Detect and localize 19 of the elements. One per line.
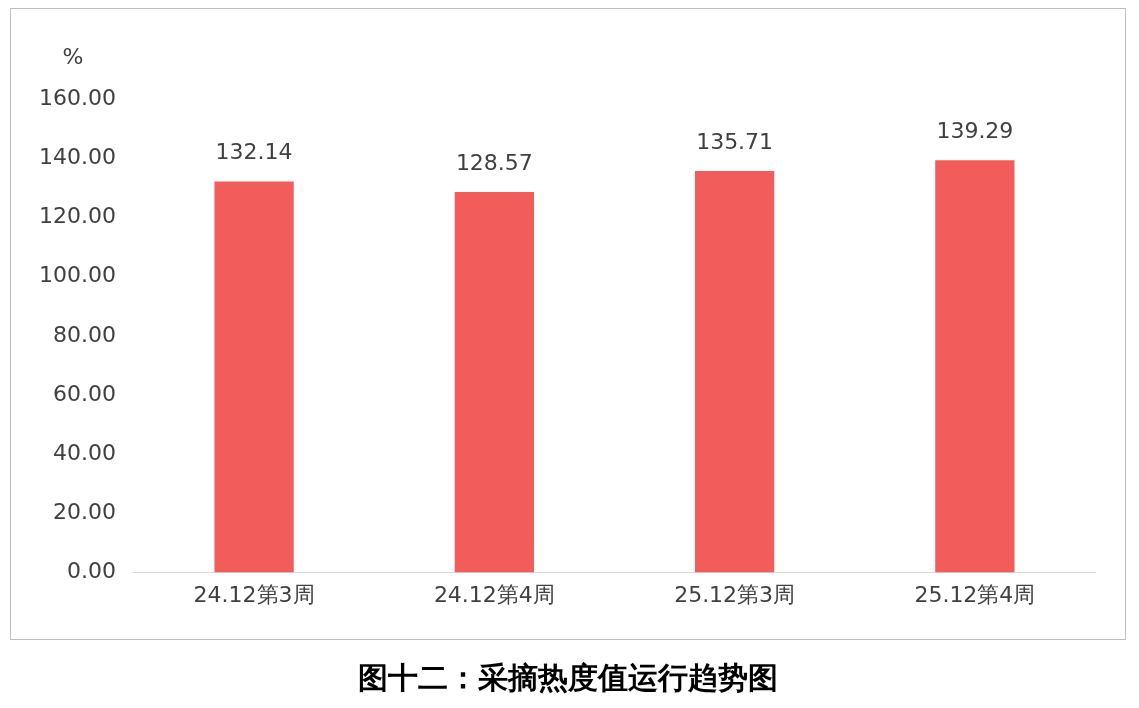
y-tick-label: 60.00 bbox=[52, 380, 116, 406]
data-label: 139.29 bbox=[936, 118, 1014, 144]
y-axis-title: % bbox=[62, 44, 84, 69]
y-tick-label: 120.00 bbox=[38, 203, 116, 229]
y-tick-label: 0.00 bbox=[66, 558, 116, 584]
y-tick-label: 160.00 bbox=[38, 84, 116, 110]
x-tick-label: 25.12第3周 bbox=[674, 581, 796, 607]
x-tick-label: 24.12第4周 bbox=[433, 581, 555, 607]
y-tick-label: 100.00 bbox=[38, 262, 116, 288]
text: 图十二：采摘热度值运行趋势图 bbox=[357, 659, 779, 697]
x-tick-label: 24.12第3周 bbox=[193, 581, 315, 607]
data-label: 128.57 bbox=[455, 150, 533, 176]
data-label: 132.14 bbox=[215, 139, 293, 165]
x-tick-label: 25.12第4周 bbox=[914, 581, 1036, 607]
y-tick-label: 40.00 bbox=[52, 439, 116, 465]
data-label: 135.71 bbox=[696, 128, 774, 154]
y-tick-label: 80.00 bbox=[52, 321, 116, 347]
y-tick-label: 20.00 bbox=[52, 499, 116, 525]
y-tick-label: 140.00 bbox=[38, 143, 116, 169]
